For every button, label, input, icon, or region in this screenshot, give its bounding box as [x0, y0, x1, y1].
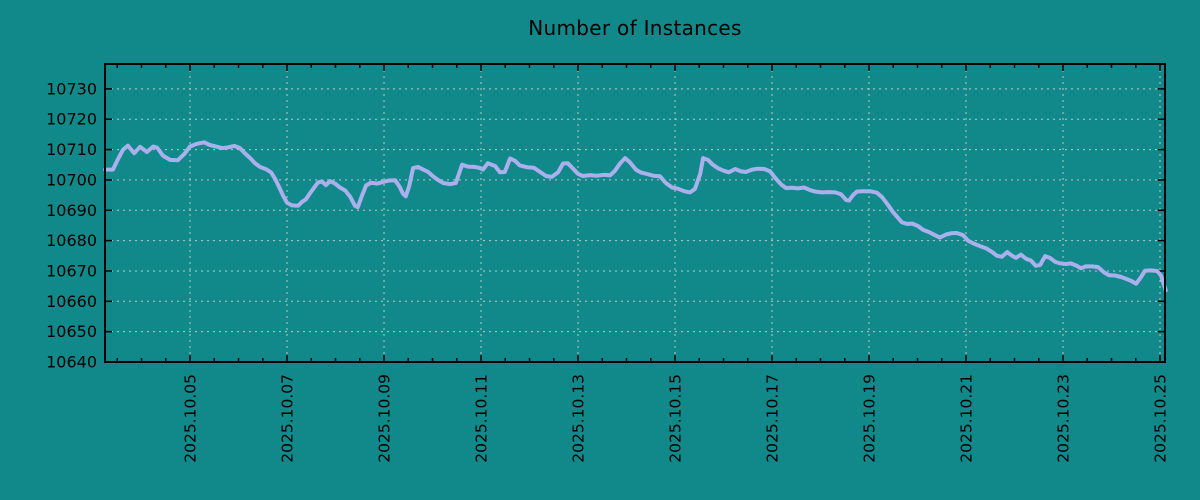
y-axis-tick-label: 10670: [46, 261, 97, 280]
x-axis-date-label: 2025.10.09: [376, 374, 394, 463]
y-axis-tick-label: 10700: [46, 170, 97, 189]
chart-title: Number of Instances: [528, 16, 742, 40]
axis-ticks: [105, 64, 1165, 363]
x-axis-date-label: 2025.10.07: [279, 374, 297, 463]
x-axis-date-label: 2025.10.23: [1055, 374, 1073, 463]
instances-series-line: [103, 140, 1168, 293]
x-axis-date-label: 2025.10.19: [861, 374, 879, 463]
x-axis-date-label: 2025.10.11: [473, 374, 491, 463]
x-axis-date-label: 2025.10.05: [182, 374, 200, 463]
y-axis-tick-label: 10690: [46, 201, 97, 220]
grid-lines: [105, 64, 1165, 363]
plot-border: [104, 63, 1166, 363]
y-axis-tick-label: 10640: [46, 353, 97, 372]
x-axis-date-label: 2025.10.17: [764, 374, 782, 463]
y-axis-tick-label: 10710: [46, 140, 97, 159]
x-axis-date-label: 2025.10.21: [958, 374, 976, 463]
axis-tick-labels: 10640 10650 10660 10670 10680 10690 10700 10710…: [46, 79, 1169, 462]
x-axis-date-label: 2025.10.15: [667, 374, 685, 463]
y-axis-tick-label: 10680: [46, 231, 97, 250]
y-axis-tick-label: 10650: [46, 322, 97, 341]
y-axis-tick-label: 10720: [46, 110, 97, 129]
x-axis-date-label: 2025.10.25: [1152, 374, 1170, 463]
y-axis-tick-label: 10660: [46, 292, 97, 311]
x-axis-date-label: 2025.10.13: [570, 374, 588, 463]
y-axis-tick-label: 10730: [46, 79, 97, 98]
